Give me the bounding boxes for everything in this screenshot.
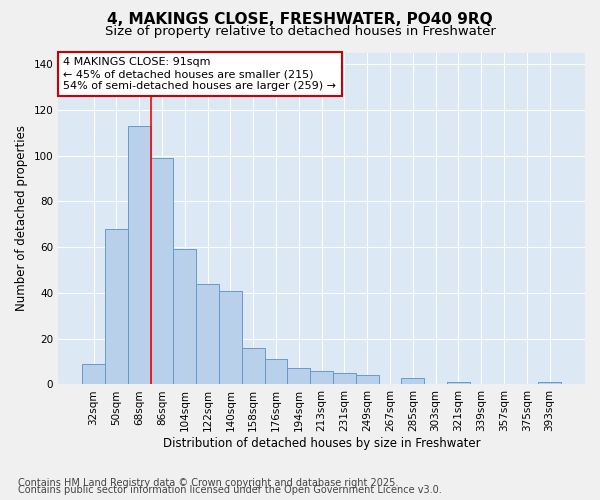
Bar (173, 250, 196, 384)
Bar (538, 382, 561, 384)
Bar (356, 376, 379, 384)
X-axis label: Distribution of detached houses by size in Freshwater: Distribution of detached houses by size … (163, 437, 481, 450)
Bar (447, 382, 470, 384)
Bar (287, 368, 310, 384)
Bar (105, 229, 128, 384)
Text: Contains HM Land Registry data © Crown copyright and database right 2025.: Contains HM Land Registry data © Crown c… (18, 478, 398, 488)
Text: 4 MAKINGS CLOSE: 91sqm
← 45% of detached houses are smaller (215)
54% of semi-de: 4 MAKINGS CLOSE: 91sqm ← 45% of detached… (64, 58, 337, 90)
Bar (242, 348, 265, 385)
Bar (333, 373, 356, 384)
Bar (265, 360, 287, 384)
Text: 4, MAKINGS CLOSE, FRESHWATER, PO40 9RQ: 4, MAKINGS CLOSE, FRESHWATER, PO40 9RQ (107, 12, 493, 28)
Bar (151, 158, 173, 384)
Text: Size of property relative to detached houses in Freshwater: Size of property relative to detached ho… (104, 25, 496, 38)
Y-axis label: Number of detached properties: Number of detached properties (15, 126, 28, 312)
Bar (128, 126, 151, 384)
Bar (82, 364, 105, 384)
Bar (219, 290, 242, 384)
Text: Contains public sector information licensed under the Open Government Licence v3: Contains public sector information licen… (18, 485, 442, 495)
Bar (196, 284, 219, 384)
Bar (401, 378, 424, 384)
Bar (310, 370, 333, 384)
